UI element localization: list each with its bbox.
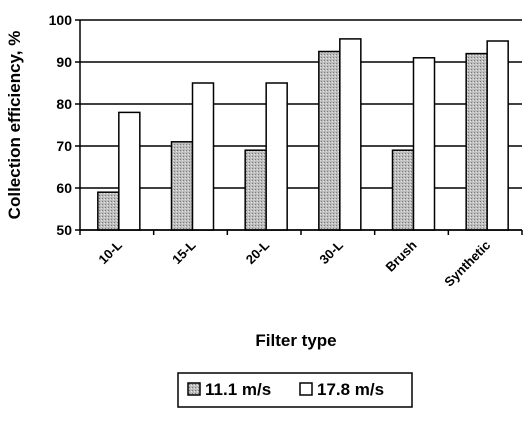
legend-swatch — [299, 382, 313, 396]
bar — [118, 111, 141, 231]
y-axis-label: Collection efficiency, % — [5, 31, 24, 220]
grid-lines — [75, 19, 522, 231]
x-tick-label: 15-L — [169, 237, 199, 267]
y-tick-label: 50 — [56, 222, 72, 238]
bar — [265, 82, 288, 231]
bar — [244, 149, 267, 231]
bar — [318, 50, 341, 231]
y-tick-label: 80 — [56, 96, 72, 112]
bar — [170, 141, 194, 231]
y-tick-labels: 50 60 70 80 90 100 — [49, 12, 73, 238]
x-axis-label: Filter type — [255, 331, 336, 350]
bar — [391, 149, 415, 231]
bars-group — [97, 38, 509, 231]
x-tick-label: 20-L — [243, 237, 273, 267]
y-tick-label: 100 — [49, 12, 73, 28]
legend-swatch — [187, 382, 201, 396]
x-tick-label: Brush — [382, 237, 419, 274]
x-tick-label: 10-L — [95, 237, 125, 267]
bar — [412, 57, 436, 231]
y-tick-label: 90 — [56, 54, 72, 70]
bar — [486, 40, 509, 231]
y-tick-label: 60 — [56, 180, 72, 196]
y-tick-label: 70 — [56, 138, 72, 154]
bar — [339, 38, 362, 231]
x-tick-label: 30-L — [316, 237, 346, 267]
x-tick-label: Synthetic — [441, 238, 493, 290]
legend-label: 11.1 m/s — [205, 380, 271, 399]
bar — [97, 191, 120, 231]
legend-label: 17.8 m/s — [317, 380, 384, 399]
bar — [465, 52, 488, 231]
x-tick-labels: 10-L 15-L 20-L 30-L Brush Synthetic — [95, 237, 493, 289]
legend-box — [177, 372, 413, 408]
axes-group — [79, 20, 523, 235]
legend: 11.1 m/s 17.8 m/s — [177, 372, 413, 408]
bar — [191, 82, 215, 231]
